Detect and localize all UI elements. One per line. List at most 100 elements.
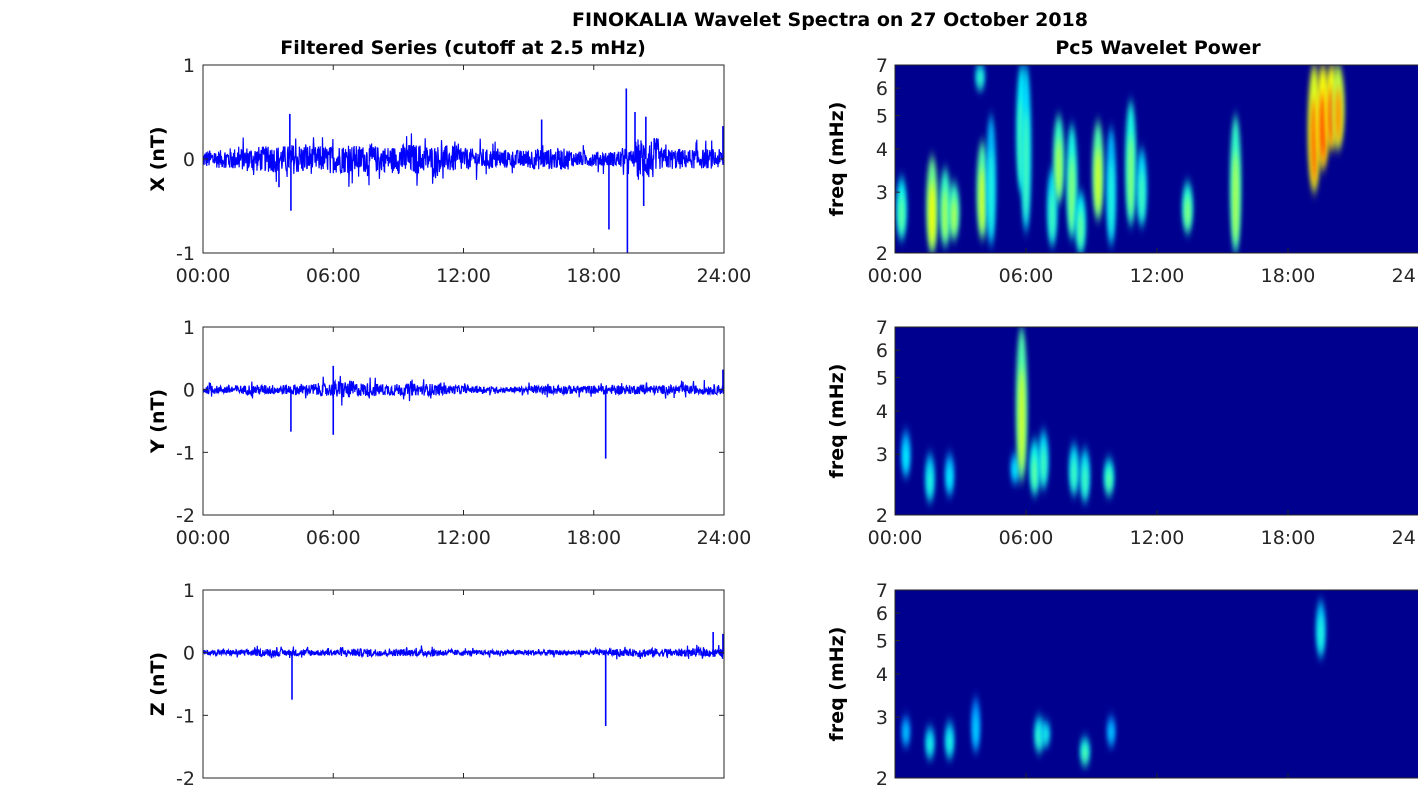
freq-tick-label: 6 bbox=[876, 78, 888, 100]
freq-tick-label: 6 bbox=[876, 603, 888, 625]
freq-tick-label: 2 bbox=[876, 768, 888, 788]
wavelet-power-core bbox=[1108, 159, 1114, 238]
wavelet-power-core bbox=[928, 182, 936, 247]
wavelet-power-core bbox=[1077, 208, 1084, 249]
x-tick-label: 12:00 bbox=[436, 265, 491, 287]
freq-tick-label: 5 bbox=[876, 367, 888, 389]
freq-axis-label: freq (mHz) bbox=[826, 364, 848, 479]
wavelet-power-core bbox=[1012, 461, 1018, 480]
figure-title: FINOKALIA Wavelet Spectra on 27 October … bbox=[572, 9, 1088, 31]
wavelet-power-core bbox=[946, 731, 953, 755]
x-tick-label: 06:00 bbox=[306, 527, 361, 549]
freq-tick-label: 3 bbox=[876, 707, 888, 729]
wavelet-power-core bbox=[1031, 454, 1038, 491]
wavelet-power-core bbox=[1049, 189, 1055, 241]
y-tick-label: -2 bbox=[176, 505, 195, 527]
axes-box bbox=[894, 589, 1418, 779]
axes-box bbox=[894, 64, 1418, 254]
x-tick-label: 12:00 bbox=[436, 527, 491, 549]
wavelet-panel-x: 2 3 4 5 67 00:00 06:00 12:00 18:00 24:00 freq (mHz… bbox=[826, 55, 1418, 287]
x-tick-label: 18:00 bbox=[566, 265, 621, 287]
wavelet-background bbox=[895, 590, 1418, 778]
y-axis-label: Z (nT) bbox=[147, 652, 169, 716]
wavelet-background bbox=[895, 327, 1418, 515]
wavelet-power-core bbox=[1310, 98, 1318, 184]
freq-tick-label: 7 bbox=[876, 317, 888, 339]
x-tick-label: 18:00 bbox=[1261, 265, 1316, 287]
series-line-y bbox=[202, 375, 725, 406]
x-tick-label: 24:00 bbox=[1392, 265, 1418, 287]
wavelet-power-core bbox=[1036, 726, 1042, 749]
freq-tick-label: 2 bbox=[876, 505, 888, 527]
y-tick-label: -2 bbox=[176, 768, 195, 788]
freq-tick-label: 7 bbox=[876, 580, 888, 602]
y-tick-label: 1 bbox=[183, 317, 195, 339]
wavelet-panel-y: 2 3 4 5 67 00:00 06:00 12:00 18:00 24:00 freq (mHz… bbox=[826, 317, 1418, 549]
y-axis-label: Y (nT) bbox=[147, 389, 169, 454]
wavelet-power-core bbox=[898, 194, 905, 235]
wavelet-power-core bbox=[1318, 615, 1324, 653]
freq-tick-label: 4 bbox=[876, 664, 888, 686]
wavelet-power-core bbox=[1068, 155, 1075, 232]
x-tick-label: 12:00 bbox=[1130, 265, 1185, 287]
axes-box bbox=[894, 326, 1418, 516]
wavelet-power-core bbox=[1055, 138, 1062, 197]
wavelet-power-core bbox=[927, 466, 933, 498]
freq-tick-label: 5 bbox=[876, 630, 888, 652]
y-tick-label: 0 bbox=[183, 643, 195, 665]
y-tick-label: -1 bbox=[176, 442, 195, 464]
wavelet-power-core bbox=[1082, 745, 1088, 763]
y-tick-label: 1 bbox=[183, 55, 195, 77]
x-tick-label: 24:00 bbox=[697, 265, 752, 287]
wavelet-power-core bbox=[903, 724, 909, 743]
freq-tick-label: 2 bbox=[876, 243, 888, 265]
x-tick-label: 06:00 bbox=[999, 265, 1054, 287]
x-tick-label: 00:00 bbox=[868, 527, 923, 549]
wavelet-image bbox=[895, 65, 1418, 253]
wavelet-power-core bbox=[1043, 728, 1049, 744]
freq-tick-label: 6 bbox=[876, 340, 888, 362]
x-tick-label: 18:00 bbox=[1261, 527, 1316, 549]
x-tick-label: 06:00 bbox=[306, 265, 361, 287]
wavelet-power-core bbox=[973, 712, 979, 748]
wavelet-power-core bbox=[988, 150, 994, 237]
wavelet-power-core bbox=[1127, 134, 1134, 218]
x-tick-label: 00:00 bbox=[176, 527, 231, 549]
freq-tick-label: 4 bbox=[876, 401, 888, 423]
wavelet-power-core bbox=[1139, 169, 1145, 221]
wavelet-power-core bbox=[979, 167, 986, 233]
x-tick-label: 00:00 bbox=[176, 265, 231, 287]
x-tick-label: 24:00 bbox=[1392, 527, 1418, 549]
wavelet-power-core bbox=[947, 464, 953, 492]
wavelet-power-core bbox=[1071, 457, 1077, 491]
wavelet-power-core bbox=[1319, 92, 1327, 163]
left-column-title: Filtered Series (cutoff at 2.5 mHz) bbox=[280, 37, 646, 59]
wavelet-power-core bbox=[1334, 87, 1342, 144]
series-line-z bbox=[202, 644, 725, 660]
x-tick-label: 18:00 bbox=[566, 527, 621, 549]
wavelet-power-core bbox=[1094, 147, 1102, 213]
freq-tick-label: 4 bbox=[876, 139, 888, 161]
wavelet-power-core bbox=[1232, 152, 1239, 244]
wavelet-power-core bbox=[1023, 109, 1029, 221]
wavelet-power-core bbox=[1108, 724, 1114, 743]
y-tick-label: 0 bbox=[183, 380, 195, 402]
x-tick-label: 06:00 bbox=[999, 527, 1054, 549]
wavelet-power-core bbox=[903, 442, 909, 473]
freq-tick-label: 3 bbox=[876, 182, 888, 204]
freq-tick-label: 5 bbox=[876, 105, 888, 127]
wavelet-power-core bbox=[942, 189, 949, 241]
y-tick-label: 0 bbox=[183, 149, 195, 171]
y-tick-label: -1 bbox=[176, 705, 195, 727]
freq-tick-label: 7 bbox=[876, 55, 888, 77]
wavelet-image bbox=[895, 590, 1418, 778]
x-tick-label: 00:00 bbox=[868, 265, 923, 287]
y-tick-label: 1 bbox=[183, 580, 195, 602]
series-panel-y: -2 -1 0 1 00:00 06:00 12:00 18:00 24:00 Y (nT) bbox=[147, 317, 751, 549]
y-tick-label: -1 bbox=[176, 243, 195, 265]
plot-area bbox=[203, 327, 724, 515]
freq-axis-label: freq (mHz) bbox=[826, 627, 848, 742]
wavelet-power-core bbox=[950, 197, 957, 235]
wavelet-image bbox=[895, 327, 1418, 515]
